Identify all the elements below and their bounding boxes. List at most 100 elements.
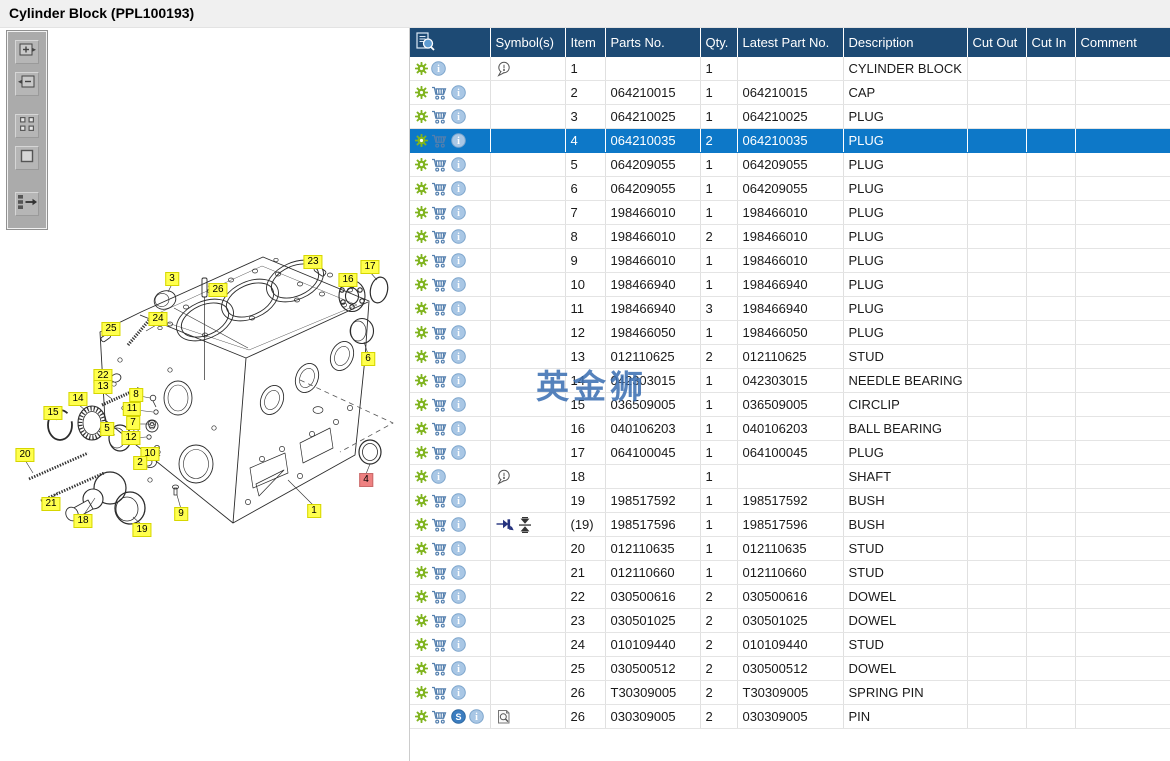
cart-icon[interactable]: [431, 230, 448, 244]
table-row[interactable]: i 9 198466010 1 198466010 PLUG: [410, 248, 1170, 273]
gear-icon[interactable]: [415, 470, 428, 483]
toggle-panel-button[interactable]: [15, 192, 39, 216]
table-row[interactable]: i 17 064100045 1 064100045 PLUG: [410, 440, 1170, 465]
gear-icon[interactable]: [415, 590, 428, 603]
diagram-label-17[interactable]: 17: [360, 260, 380, 274]
gear-icon[interactable]: [415, 494, 428, 507]
table-row[interactable]: i 18 1 SHAFT: [410, 464, 1170, 489]
cart-icon[interactable]: [431, 206, 448, 220]
gear-icon[interactable]: [415, 182, 428, 195]
gear-icon[interactable]: [415, 542, 428, 555]
table-row[interactable]: i 22 030500616 2 030500616 DOWEL: [410, 584, 1170, 609]
diagram-label-12[interactable]: 12: [121, 431, 141, 445]
info-icon[interactable]: i: [451, 685, 466, 700]
diagram-label-7[interactable]: 7: [126, 416, 140, 430]
gear-icon[interactable]: [415, 662, 428, 675]
diagram-label-1[interactable]: 1: [307, 504, 321, 518]
info-icon[interactable]: i: [451, 661, 466, 676]
column-header-symbols[interactable]: Symbol(s): [490, 28, 566, 57]
column-header-actions[interactable]: [410, 28, 491, 57]
info-icon[interactable]: i: [431, 469, 446, 484]
cart-icon[interactable]: [431, 302, 448, 316]
cart-icon[interactable]: [431, 542, 448, 556]
gear-icon[interactable]: [415, 398, 428, 411]
gear-icon[interactable]: [415, 566, 428, 579]
table-row[interactable]: i 10 198466940 1 198466940 PLUG: [410, 272, 1170, 297]
diagram-label-8[interactable]: 8: [129, 388, 143, 402]
info-icon[interactable]: i: [451, 613, 466, 628]
gear-icon[interactable]: [415, 206, 428, 219]
diagram-label-5[interactable]: 5: [100, 422, 114, 436]
gear-icon[interactable]: [415, 446, 428, 459]
diagram-label-21[interactable]: 21: [41, 497, 61, 511]
table-row[interactable]: i 14 042303015 1 042303015 NEEDLE BEARING: [410, 368, 1170, 393]
tile-view-button[interactable]: [15, 114, 39, 138]
diagram-label-4[interactable]: 4: [359, 473, 373, 487]
table-row[interactable]: i 5 064209055 1 064209055 PLUG: [410, 152, 1170, 177]
gear-icon[interactable]: [415, 638, 428, 651]
info-icon[interactable]: i: [451, 277, 466, 292]
cart-icon[interactable]: [431, 110, 448, 124]
cart-icon[interactable]: [431, 422, 448, 436]
table-row[interactable]: i 16 040106203 1 040106203 BALL BEARING: [410, 416, 1170, 441]
cart-icon[interactable]: [431, 710, 448, 724]
column-header-parts[interactable]: Parts No.: [605, 28, 701, 57]
info-icon[interactable]: i: [451, 349, 466, 364]
info-icon[interactable]: i: [451, 325, 466, 340]
info-icon[interactable]: i: [451, 109, 466, 124]
cart-icon[interactable]: [431, 518, 448, 532]
table-row[interactable]: i 19 198517592 1 198517592 BUSH: [410, 488, 1170, 513]
cart-icon[interactable]: [431, 182, 448, 196]
diagram-label-18[interactable]: 18: [73, 514, 93, 528]
cart-icon[interactable]: [431, 398, 448, 412]
info-icon[interactable]: i: [451, 205, 466, 220]
gear-icon[interactable]: [415, 86, 428, 99]
column-header-comment[interactable]: Comment: [1075, 28, 1170, 57]
info-icon[interactable]: i: [451, 589, 466, 604]
gear-icon[interactable]: [415, 518, 428, 531]
diagram-label-19[interactable]: 19: [132, 523, 152, 537]
info-icon[interactable]: i: [451, 253, 466, 268]
table-row[interactable]: i 24 010109440 2 010109440 STUD: [410, 632, 1170, 657]
gear-icon[interactable]: [415, 350, 428, 363]
diagram-label-13[interactable]: 13: [93, 380, 113, 394]
diagram-label-24[interactable]: 24: [148, 312, 168, 326]
cart-icon[interactable]: [431, 254, 448, 268]
table-row[interactable]: i 13 012110625 2 012110625 STUD: [410, 344, 1170, 369]
diagram-label-14[interactable]: 14: [68, 392, 88, 406]
info-icon[interactable]: i: [451, 541, 466, 556]
table-row[interactable]: i 21 012110660 1 012110660 STUD: [410, 560, 1170, 585]
info-icon[interactable]: i: [451, 181, 466, 196]
gear-icon[interactable]: [415, 326, 428, 339]
cart-icon[interactable]: [431, 278, 448, 292]
info-icon[interactable]: i: [451, 517, 466, 532]
table-row[interactable]: i 11 198466940 3 198466940 PLUG: [410, 296, 1170, 321]
diagram-label-26[interactable]: 26: [208, 283, 228, 297]
table-row[interactable]: i 2 064210015 1 064210015 CAP: [410, 80, 1170, 105]
gear-icon[interactable]: [415, 710, 428, 723]
gear-icon[interactable]: [415, 62, 428, 75]
table-row[interactable]: i 3 064210025 1 064210025 PLUG: [410, 104, 1170, 129]
info-icon[interactable]: i: [451, 301, 466, 316]
column-header-item[interactable]: Item: [565, 28, 606, 57]
table-row[interactable]: i 23 030501025 2 030501025 DOWEL: [410, 608, 1170, 633]
gear-icon[interactable]: [415, 614, 428, 627]
cart-icon[interactable]: [431, 326, 448, 340]
table-row[interactable]: i 12 198466050 1 198466050 PLUG: [410, 320, 1170, 345]
info-icon[interactable]: i: [451, 229, 466, 244]
gear-icon[interactable]: [415, 230, 428, 243]
cart-icon[interactable]: [431, 134, 448, 148]
info-icon[interactable]: i: [469, 709, 484, 724]
gear-icon[interactable]: [415, 374, 428, 387]
diagram-label-6[interactable]: 6: [361, 352, 375, 366]
info-icon[interactable]: i: [451, 445, 466, 460]
cart-icon[interactable]: [431, 86, 448, 100]
s-icon[interactable]: S: [451, 709, 466, 724]
diagram-label-23[interactable]: 23: [303, 255, 323, 269]
gear-icon[interactable]: [415, 278, 428, 291]
table-row[interactable]: i 4 064210035 2 064210035 PLUG: [410, 128, 1170, 153]
column-header-latest[interactable]: Latest Part No.: [737, 28, 844, 57]
diagram-label-16[interactable]: 16: [338, 273, 358, 287]
gear-icon[interactable]: [415, 110, 428, 123]
